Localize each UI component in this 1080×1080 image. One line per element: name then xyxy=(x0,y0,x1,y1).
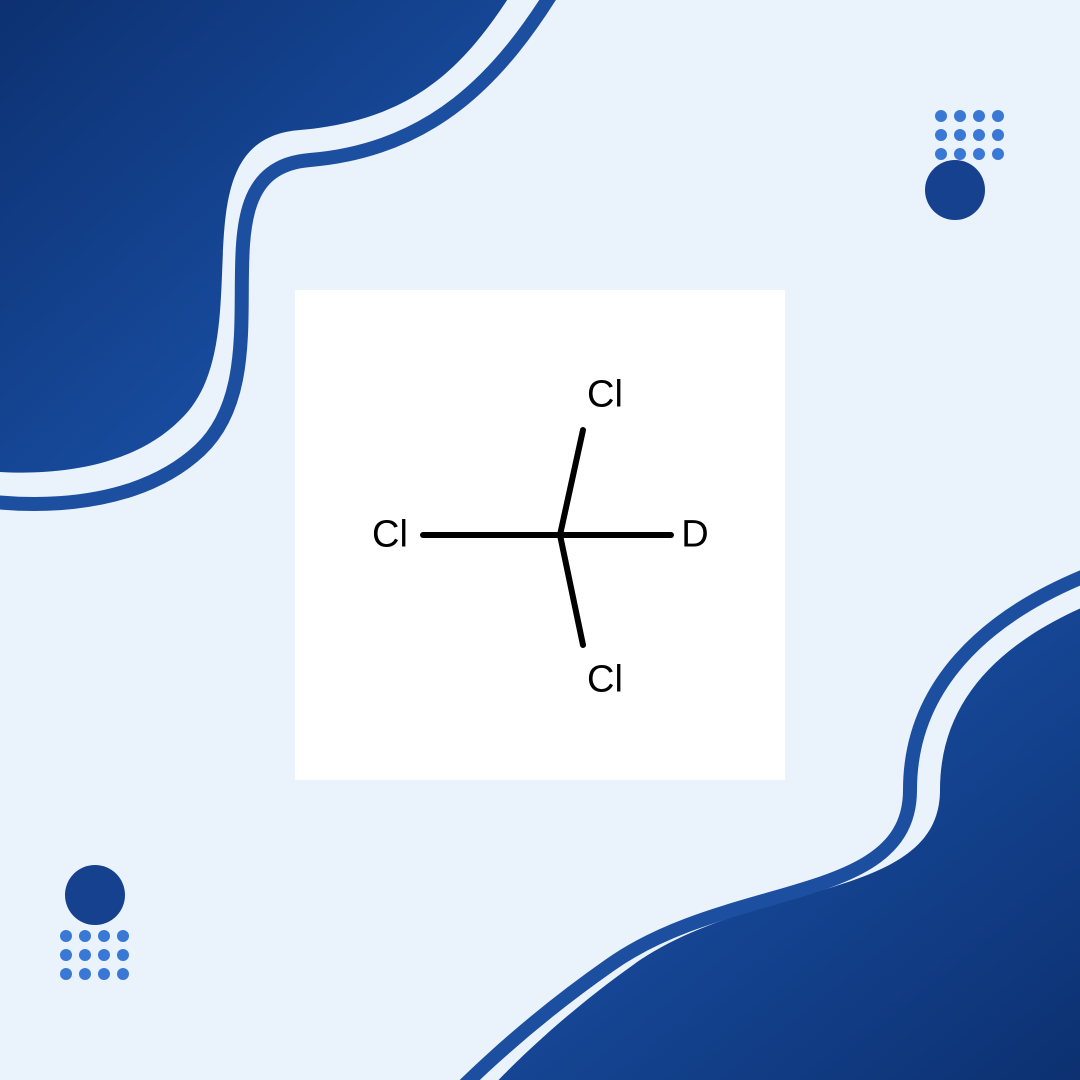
dot xyxy=(117,949,129,961)
bond xyxy=(560,535,583,645)
dot xyxy=(60,968,72,980)
dot xyxy=(935,148,947,160)
atom-label: D xyxy=(681,514,708,557)
infographic-canvas: Cl Cl D Cl xyxy=(0,0,1080,1080)
molecule-structure xyxy=(295,290,785,780)
dot xyxy=(973,110,985,122)
dot xyxy=(973,148,985,160)
dot xyxy=(60,949,72,961)
dot xyxy=(79,968,91,980)
dot xyxy=(117,968,129,980)
dot xyxy=(98,968,110,980)
accent-circle-bottom-left xyxy=(65,865,125,925)
dot xyxy=(79,930,91,942)
molecule-card: Cl Cl D Cl xyxy=(295,290,785,780)
dot xyxy=(60,930,72,942)
dot xyxy=(935,110,947,122)
dot-grid-bottom-left xyxy=(60,930,129,980)
dot xyxy=(954,110,966,122)
dot xyxy=(935,129,947,141)
dot xyxy=(117,930,129,942)
dot xyxy=(98,930,110,942)
atom-label: Cl xyxy=(587,374,623,417)
dot xyxy=(98,949,110,961)
dot-grid-top-right xyxy=(935,110,1004,160)
dot xyxy=(79,949,91,961)
bond xyxy=(560,430,583,535)
dot xyxy=(954,129,966,141)
atom-label: Cl xyxy=(372,514,408,557)
dot xyxy=(954,148,966,160)
dot xyxy=(992,148,1004,160)
dot xyxy=(992,129,1004,141)
atom-label: Cl xyxy=(587,659,623,702)
dot xyxy=(973,129,985,141)
dot xyxy=(992,110,1004,122)
accent-circle-top-right xyxy=(925,160,985,220)
